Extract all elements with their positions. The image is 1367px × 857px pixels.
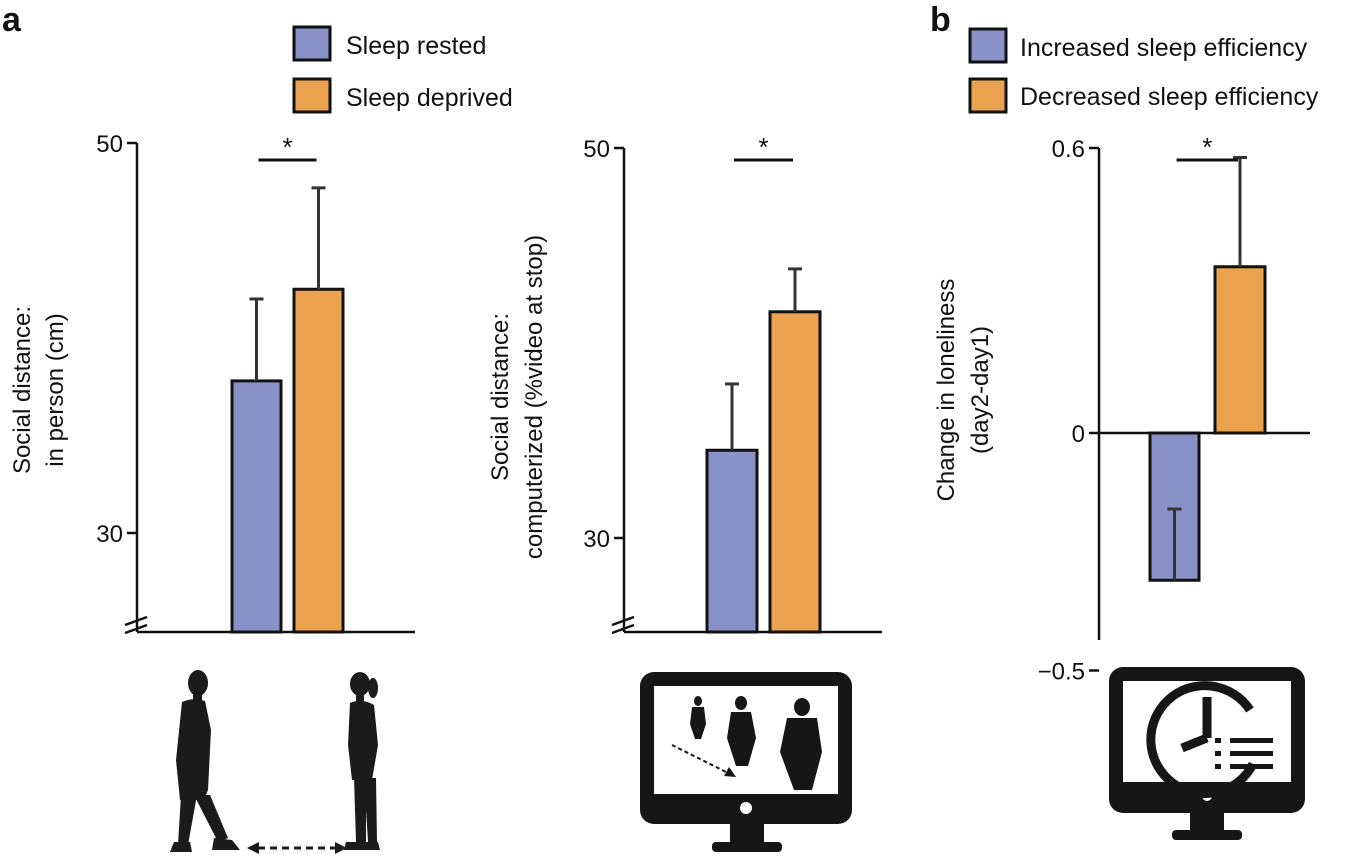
legend-label-decreased: Decreased sleep efficiency [1020,83,1319,111]
y-axis-label: Social distance: [9,306,36,474]
chart-computerized: 30 50 Social distance: computerized (%video… [487,132,882,635]
chart-in-person: 30 50 Social distance: in person (cm) * [9,131,415,635]
panel-letter-b: b [930,1,951,39]
panel-letter-a: a [2,1,22,39]
people-facing-icon [170,670,380,854]
y-axis-label: computerized (%video at stop) [521,235,548,559]
bar [292,287,345,634]
axis-break-mark [124,615,148,627]
legend-b: Increased sleep efficiency Decreased sle… [968,27,1319,114]
legend-swatch-sleep-deprived [292,77,332,114]
legend-swatch-sleep-rested [292,25,332,62]
legend-a: Sleep rested Sleep deprived [292,25,513,114]
bar [230,379,283,634]
legend-label-increased: Increased sleep efficiency [1020,34,1308,62]
y-axis-label: (day2-day1) [967,326,994,454]
axis-break-mark [124,623,148,635]
y-tick-label: 0 [1072,421,1085,448]
significance-star: * [758,132,768,162]
y-tick-label: 50 [583,136,610,163]
y-tick-label: 50 [96,131,123,158]
bar [768,310,822,634]
legend-label-sleep-deprived: Sleep deprived [346,84,513,112]
legend-label-sleep-rested: Sleep rested [346,32,486,60]
monitor-walkers-icon [640,672,852,852]
legend-swatch-decreased [968,77,1008,114]
significance-star: * [282,132,292,162]
y-tick-label: −0.5 [1038,659,1085,686]
significance-star: * [1202,132,1212,162]
y-axis-label: in person (cm) [42,313,69,466]
y-axis-label: Social distance: [487,313,514,481]
axis-break-mark [611,623,635,635]
axis-break-mark [611,615,635,627]
y-tick-label: 0.6 [1052,136,1085,163]
bar [1213,265,1267,435]
y-axis-label: Change in loneliness [933,279,960,502]
legend-swatch-increased [968,27,1008,64]
bar [705,448,759,634]
y-tick-label: 30 [96,521,123,548]
monitor-clock-icon [1109,667,1305,840]
chart-loneliness: 0.6 0 −0.5 Change in loneliness (day2-day1) * [933,132,1310,686]
y-tick-label: 30 [583,526,610,553]
